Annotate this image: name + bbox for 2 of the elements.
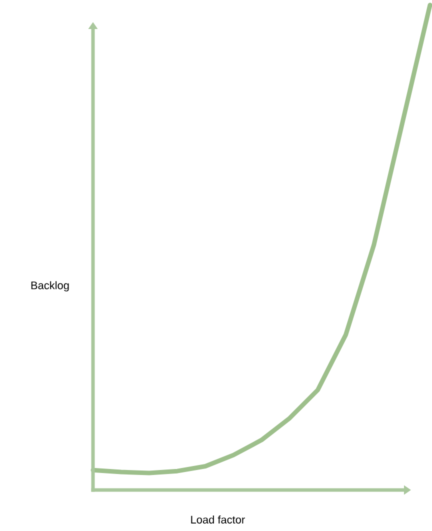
x-axis-title: Load factor xyxy=(191,516,245,524)
y-axis-title: Backlog xyxy=(31,281,69,292)
